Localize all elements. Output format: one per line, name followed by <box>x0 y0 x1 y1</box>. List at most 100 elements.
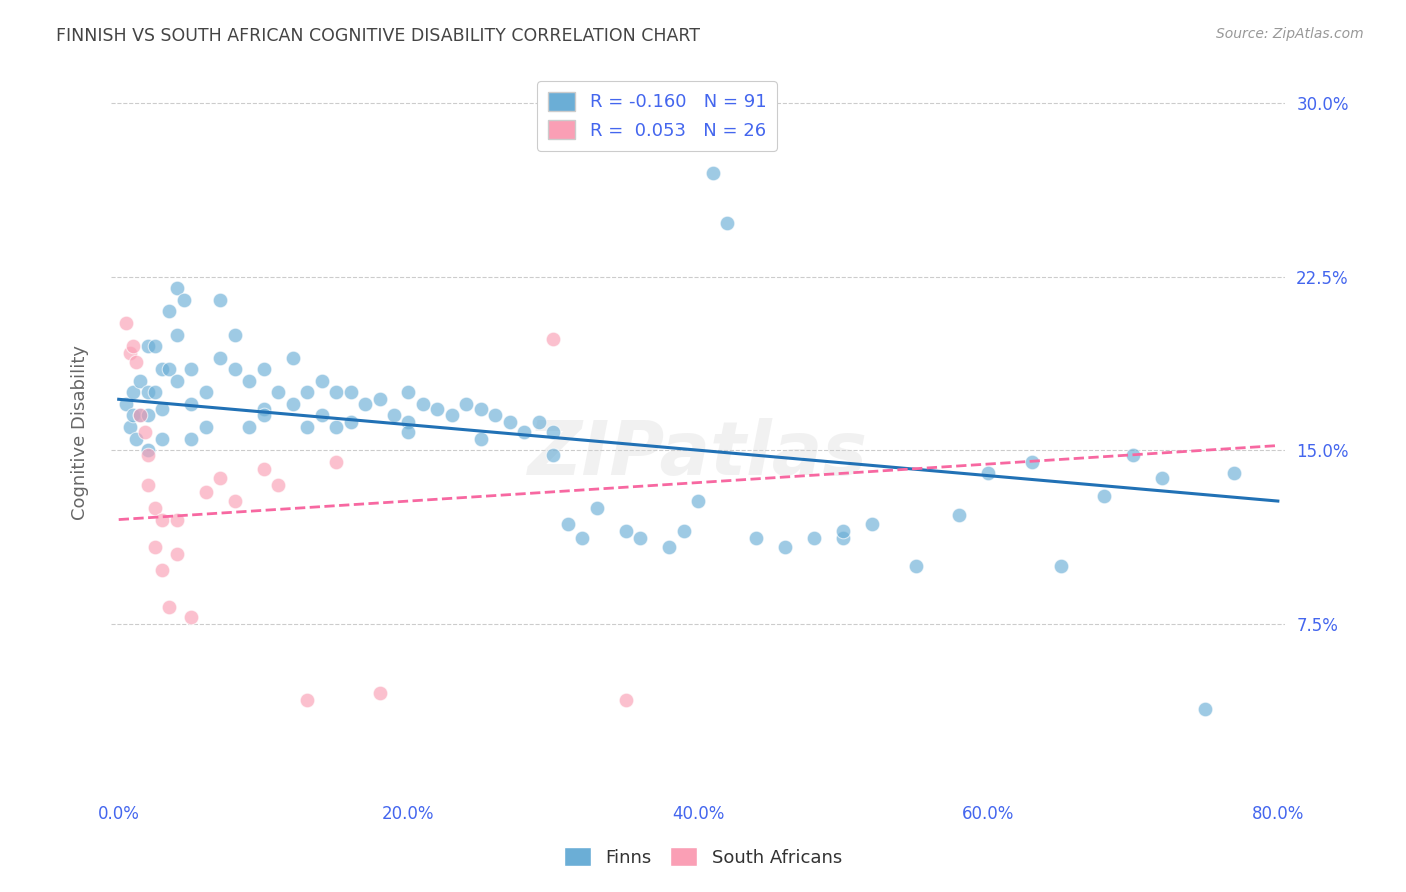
Point <box>571 531 593 545</box>
Point <box>543 332 565 346</box>
Point <box>180 609 202 624</box>
Point <box>224 494 246 508</box>
Point <box>136 409 159 423</box>
Point <box>120 346 142 360</box>
Point <box>295 420 318 434</box>
Point <box>136 385 159 400</box>
Point <box>129 409 152 423</box>
Point <box>281 397 304 411</box>
Text: FINNISH VS SOUTH AFRICAN COGNITIVE DISABILITY CORRELATION CHART: FINNISH VS SOUTH AFRICAN COGNITIVE DISAB… <box>56 27 700 45</box>
Point <box>122 385 145 400</box>
Point <box>398 416 420 430</box>
Point <box>194 484 217 499</box>
Text: ZIPatlas: ZIPatlas <box>529 418 869 491</box>
Point <box>368 392 391 407</box>
Point <box>1021 455 1043 469</box>
Point <box>614 693 637 707</box>
Point <box>224 362 246 376</box>
Point <box>484 409 506 423</box>
Point <box>513 425 536 439</box>
Point <box>224 327 246 342</box>
Point <box>716 217 738 231</box>
Point <box>1049 558 1071 573</box>
Point <box>143 385 166 400</box>
Point <box>382 409 405 423</box>
Point <box>543 448 565 462</box>
Point <box>456 397 478 411</box>
Point <box>412 397 434 411</box>
Point <box>209 471 232 485</box>
Point <box>398 385 420 400</box>
Point <box>125 432 148 446</box>
Point <box>658 541 681 555</box>
Legend: Finns, South Africans: Finns, South Africans <box>557 840 849 874</box>
Point <box>157 362 180 376</box>
Y-axis label: Cognitive Disability: Cognitive Disability <box>72 345 89 520</box>
Point <box>543 425 565 439</box>
Point <box>702 166 724 180</box>
Point <box>745 531 768 545</box>
Point <box>157 304 180 318</box>
Point <box>904 558 927 573</box>
Point <box>150 362 173 376</box>
Point <box>136 478 159 492</box>
Point <box>150 401 173 416</box>
Point <box>150 512 173 526</box>
Point <box>295 693 318 707</box>
Point <box>557 517 579 532</box>
Point <box>180 432 202 446</box>
Point <box>238 374 260 388</box>
Point <box>339 416 361 430</box>
Point <box>136 448 159 462</box>
Point <box>252 401 274 416</box>
Point <box>166 512 188 526</box>
Point <box>166 374 188 388</box>
Point <box>398 425 420 439</box>
Point <box>252 362 274 376</box>
Point <box>194 385 217 400</box>
Text: Source: ZipAtlas.com: Source: ZipAtlas.com <box>1216 27 1364 41</box>
Point <box>295 385 318 400</box>
Point <box>832 524 855 538</box>
Point <box>672 524 695 538</box>
Point <box>120 420 142 434</box>
Point <box>1194 702 1216 716</box>
Point <box>688 494 710 508</box>
Point <box>325 420 347 434</box>
Point <box>129 374 152 388</box>
Point <box>1150 471 1173 485</box>
Point <box>832 531 855 545</box>
Point <box>470 432 492 446</box>
Point <box>143 501 166 516</box>
Point <box>339 385 361 400</box>
Point <box>586 501 609 516</box>
Point <box>325 385 347 400</box>
Point <box>136 443 159 458</box>
Point <box>614 524 637 538</box>
Point <box>115 397 138 411</box>
Point <box>628 531 651 545</box>
Point <box>150 432 173 446</box>
Point <box>368 686 391 700</box>
Point <box>180 362 202 376</box>
Point <box>173 293 195 307</box>
Point <box>134 425 156 439</box>
Point <box>803 531 825 545</box>
Point <box>194 420 217 434</box>
Point <box>1092 490 1115 504</box>
Point <box>977 467 1000 481</box>
Point <box>773 541 796 555</box>
Point <box>860 517 883 532</box>
Point <box>129 409 152 423</box>
Point <box>311 374 333 388</box>
Point <box>948 508 970 522</box>
Point <box>166 327 188 342</box>
Point <box>499 416 522 430</box>
Point <box>311 409 333 423</box>
Point <box>426 401 449 416</box>
Point <box>440 409 463 423</box>
Point <box>1122 448 1144 462</box>
Legend: R = -0.160   N = 91, R =  0.053   N = 26: R = -0.160 N = 91, R = 0.053 N = 26 <box>537 81 778 151</box>
Point <box>354 397 377 411</box>
Point <box>166 547 188 561</box>
